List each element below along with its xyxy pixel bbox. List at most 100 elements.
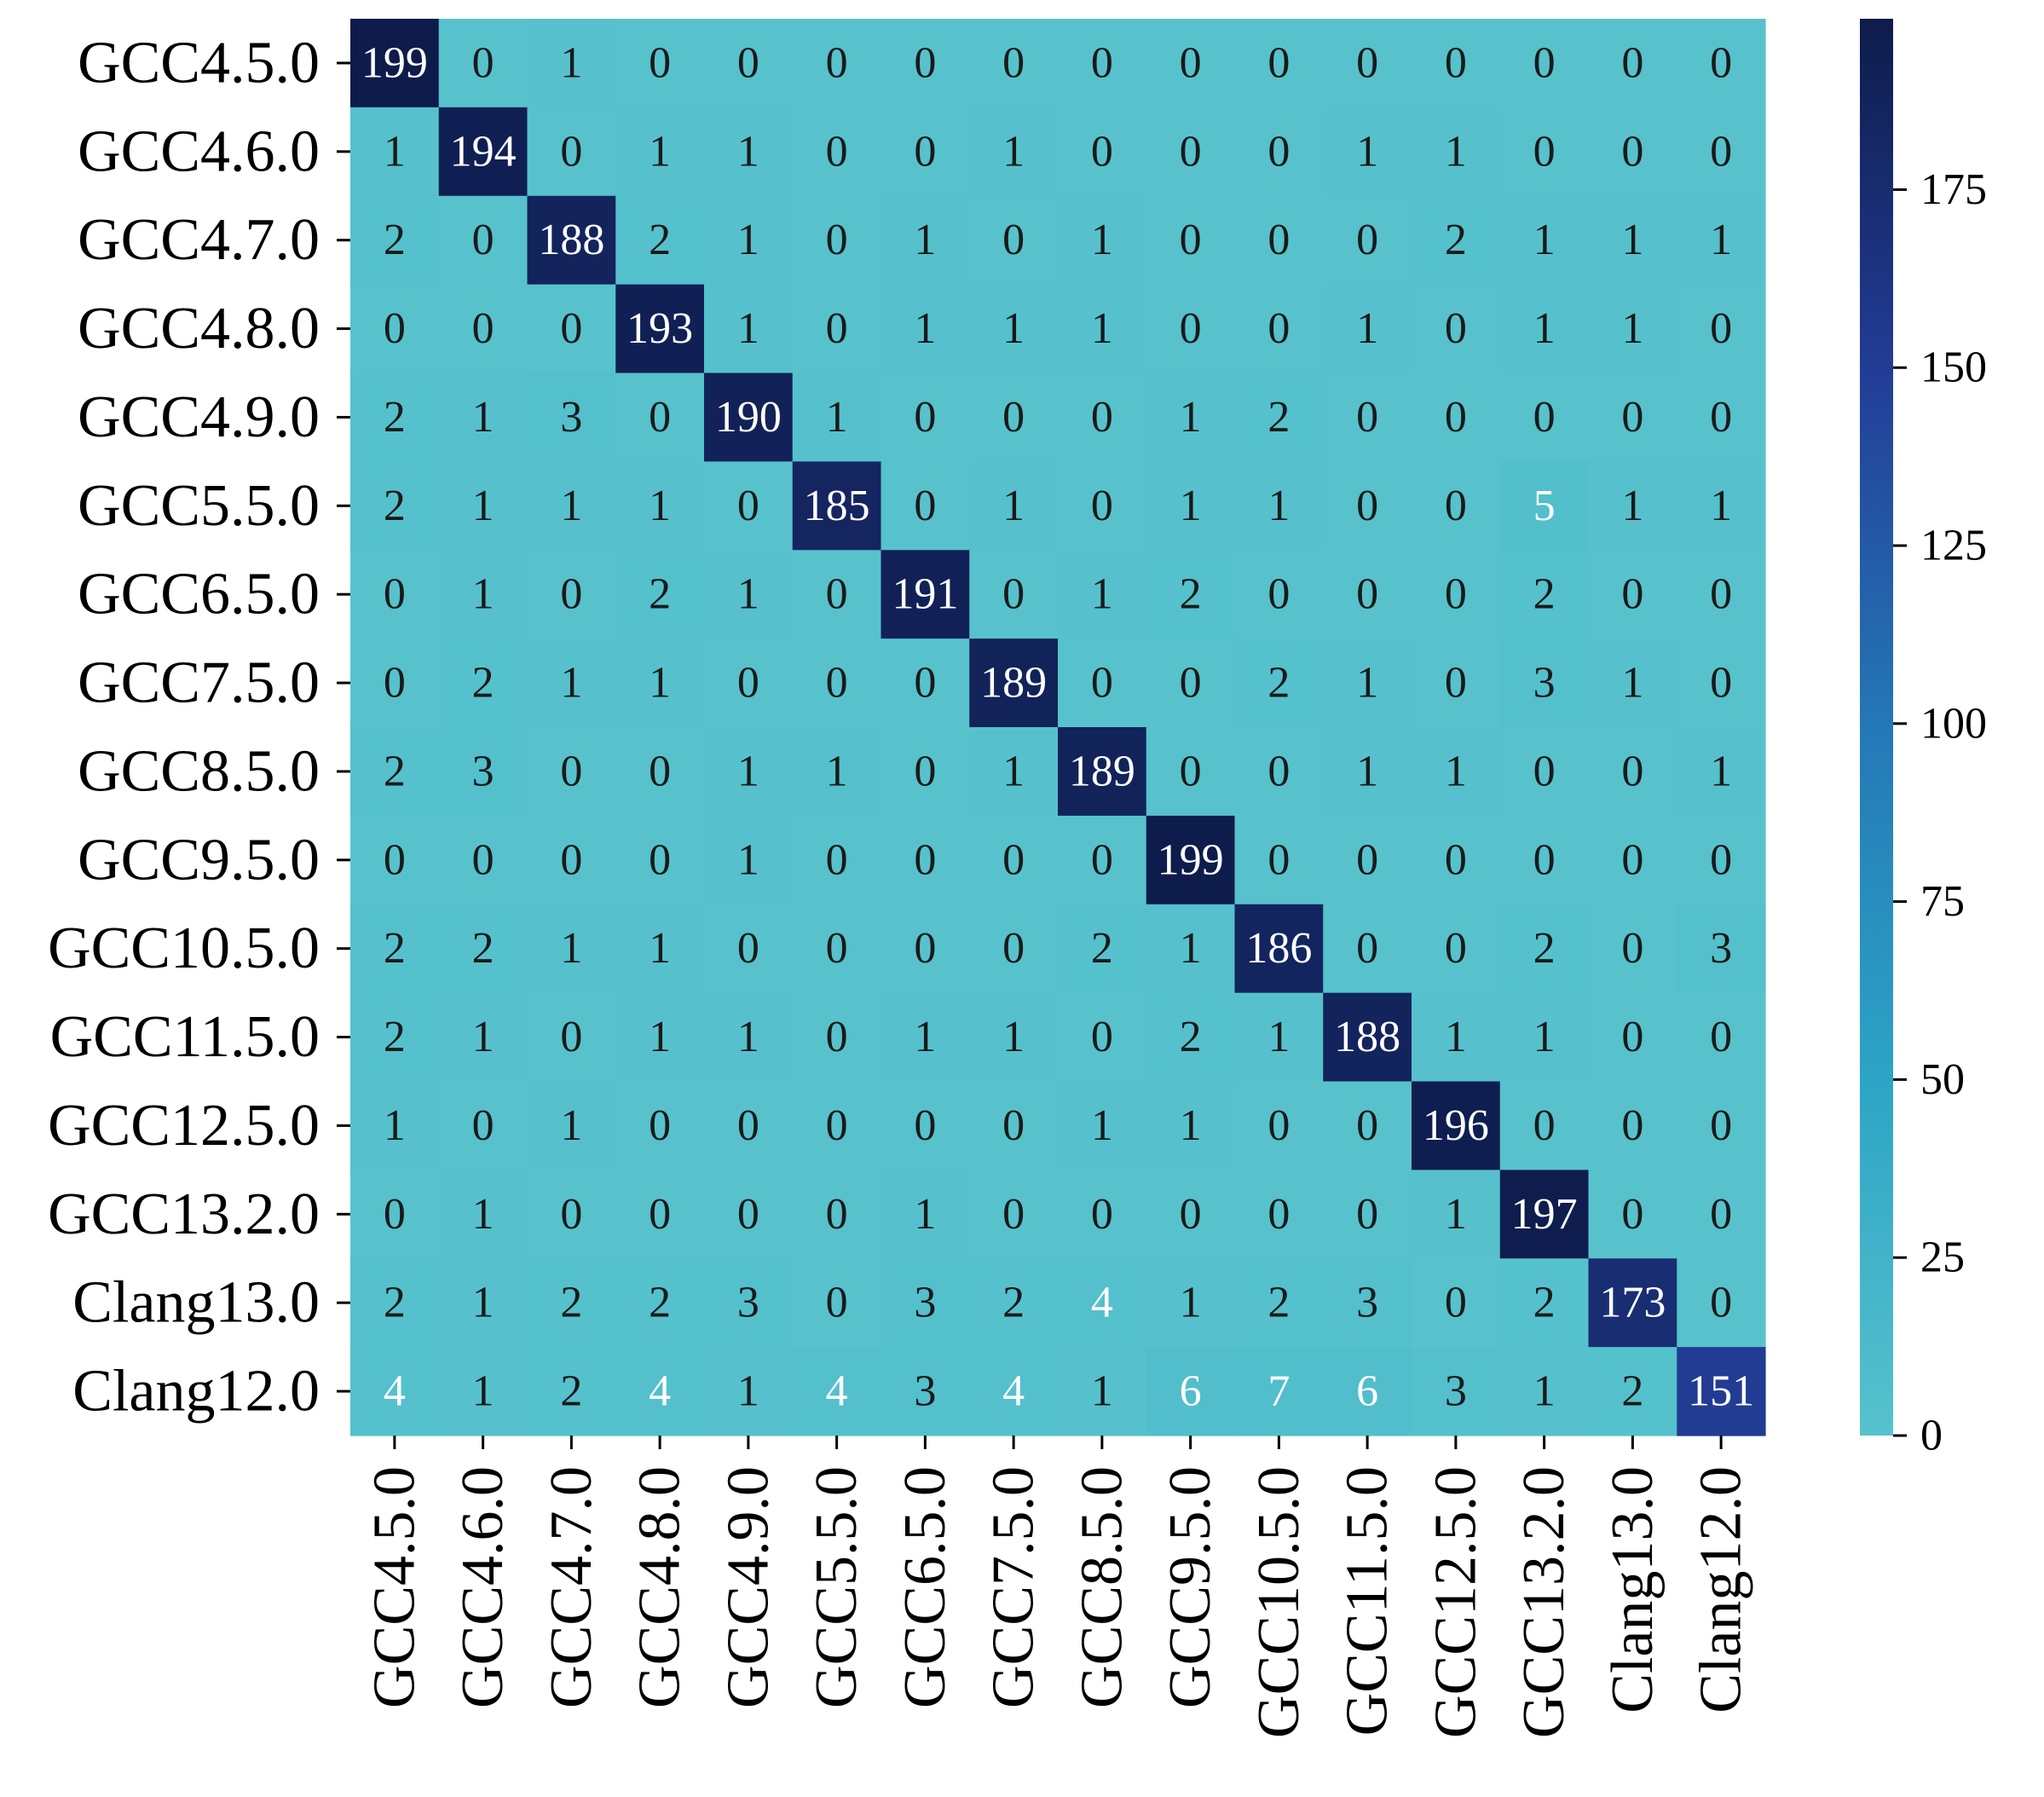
cell-value-label: 0 bbox=[737, 1101, 759, 1150]
cell-value-label: 0 bbox=[1267, 570, 1290, 619]
cell-value-label: 190 bbox=[715, 393, 782, 442]
cell-value-label: 1 bbox=[1356, 747, 1378, 795]
cell-value-label: 0 bbox=[1445, 38, 1467, 87]
heatmap-cell bbox=[1677, 1081, 1766, 1170]
cell-value-label: 2 bbox=[560, 1279, 582, 1327]
heatmap-cell bbox=[1146, 727, 1236, 817]
cell-value-label: 0 bbox=[1356, 216, 1378, 264]
heatmap-cell-labels: 199 0 1 0 0 0 0 0 0 0 0 0 0 0 0 0 1 194 0 1 1 0 0 1 0 0 0 1 1 0 0 0 2 0 18… bbox=[361, 38, 1754, 1415]
cell-value-label: 1 bbox=[1621, 304, 1643, 353]
cell-value-label: 2 bbox=[384, 482, 406, 530]
y-tick-label: GCC4.7.0 bbox=[78, 207, 320, 273]
cell-value-label: 0 bbox=[1180, 216, 1202, 264]
cell-value-label: 0 bbox=[1267, 216, 1290, 264]
heatmap-cell bbox=[1499, 195, 1590, 286]
heatmap-cell bbox=[1323, 1081, 1412, 1170]
heatmap-cell bbox=[1058, 373, 1147, 462]
cell-value-label: 1 bbox=[1621, 659, 1643, 708]
heatmap-cell bbox=[438, 550, 528, 639]
colorbar-tick-label: 100 bbox=[1920, 699, 1987, 748]
heatmap-cell bbox=[1412, 550, 1501, 639]
cell-value-label: 3 bbox=[1533, 659, 1556, 708]
cell-value-label: 0 bbox=[1445, 482, 1467, 530]
heatmap-cell bbox=[1146, 1081, 1236, 1170]
heatmap-cell bbox=[881, 638, 970, 728]
heatmap-cell bbox=[1323, 461, 1412, 551]
cell-value-label: 0 bbox=[1356, 393, 1378, 442]
cell-value-label: 196 bbox=[1423, 1101, 1489, 1150]
cell-value-label: 1 bbox=[1445, 747, 1467, 795]
heatmap-cell bbox=[704, 638, 794, 728]
heatmap-cell bbox=[1058, 815, 1147, 905]
heatmap-cell bbox=[1234, 107, 1324, 197]
heatmap-cell bbox=[527, 195, 616, 286]
x-tick-label: GCC7.5.0 bbox=[981, 1466, 1047, 1708]
heatmap-cell bbox=[1323, 727, 1412, 817]
cell-value-label: 0 bbox=[384, 659, 406, 708]
heatmap-cell bbox=[615, 195, 705, 286]
cell-value-label: 1 bbox=[560, 482, 582, 530]
cell-value-label: 0 bbox=[1356, 924, 1378, 973]
cell-value-label: 0 bbox=[737, 924, 759, 973]
cell-value-label: 0 bbox=[1356, 482, 1378, 530]
heatmap-cell bbox=[704, 195, 794, 286]
cell-value-label: 0 bbox=[1002, 393, 1025, 442]
cell-value-label: 1 bbox=[1091, 1101, 1113, 1150]
cell-value-label: 3 bbox=[472, 747, 494, 795]
heatmap-cell bbox=[969, 1081, 1059, 1170]
heatmap-cell bbox=[969, 19, 1059, 108]
cell-value-label: 1 bbox=[1267, 482, 1290, 530]
heatmap-cell bbox=[881, 815, 970, 905]
heatmap-cell bbox=[881, 1170, 970, 1259]
heatmap-cell bbox=[1234, 1258, 1324, 1348]
heatmap-cell bbox=[704, 1081, 794, 1170]
heatmap-cell bbox=[527, 1170, 616, 1259]
heatmap-cell bbox=[615, 727, 705, 817]
x-tick-label: GCC4.9.0 bbox=[715, 1466, 781, 1708]
cell-value-label: 0 bbox=[1445, 659, 1467, 708]
heatmap-cell bbox=[438, 992, 528, 1083]
cell-value-label: 2 bbox=[649, 570, 671, 619]
cell-value-label: 1 bbox=[1002, 482, 1025, 530]
heatmap-cell bbox=[1677, 19, 1766, 108]
heatmap-cell bbox=[615, 638, 705, 728]
cell-value-label: 1 bbox=[384, 127, 406, 176]
heatmap-cell bbox=[1412, 195, 1501, 286]
cell-value-label: 1 bbox=[737, 1013, 759, 1061]
y-tick-label: GCC11.5.0 bbox=[50, 1004, 320, 1070]
cell-value-label: 0 bbox=[1091, 1190, 1113, 1239]
cell-value-label: 0 bbox=[826, 835, 848, 884]
cell-value-label: 0 bbox=[1091, 1013, 1113, 1061]
cell-value-label: 1 bbox=[472, 393, 494, 442]
cell-value-label: 0 bbox=[1710, 835, 1732, 884]
heatmap-cell bbox=[438, 195, 528, 286]
heatmap-cell bbox=[792, 1347, 882, 1436]
cell-value-label: 1 bbox=[737, 570, 759, 619]
cell-value-label: 0 bbox=[1356, 835, 1378, 884]
cell-value-label: 0 bbox=[1091, 482, 1113, 530]
cell-value-label: 0 bbox=[560, 747, 582, 795]
cell-value-label: 0 bbox=[1002, 216, 1025, 264]
heatmap-cell bbox=[1588, 373, 1677, 462]
cell-value-label: 199 bbox=[361, 38, 428, 87]
cell-value-label: 0 bbox=[1267, 747, 1290, 795]
heatmap-cell bbox=[1323, 638, 1412, 728]
heatmap-cell bbox=[1588, 727, 1677, 817]
cell-value-label: 1 bbox=[1533, 1367, 1556, 1416]
cell-value-label: 1 bbox=[1091, 216, 1113, 264]
heatmap-cell bbox=[615, 550, 705, 639]
cell-value-label: 1 bbox=[1445, 127, 1467, 176]
heatmap-cell bbox=[438, 1170, 528, 1259]
heatmap-cell bbox=[1412, 373, 1501, 462]
heatmap-cell bbox=[1234, 815, 1324, 905]
heatmap-cell bbox=[704, 373, 794, 462]
cell-value-label: 2 bbox=[384, 393, 406, 442]
heatmap-cell bbox=[615, 904, 705, 994]
heatmap-cell bbox=[1058, 1347, 1147, 1436]
colorbar-tick-label: 75 bbox=[1920, 877, 1965, 926]
cell-value-label: 1 bbox=[649, 127, 671, 176]
cell-value-label: 1 bbox=[914, 304, 936, 353]
y-tick-label: GCC6.5.0 bbox=[78, 562, 320, 627]
y-tick-label: GCC12.5.0 bbox=[48, 1093, 320, 1159]
x-tick-label: GCC12.5.0 bbox=[1423, 1466, 1488, 1738]
